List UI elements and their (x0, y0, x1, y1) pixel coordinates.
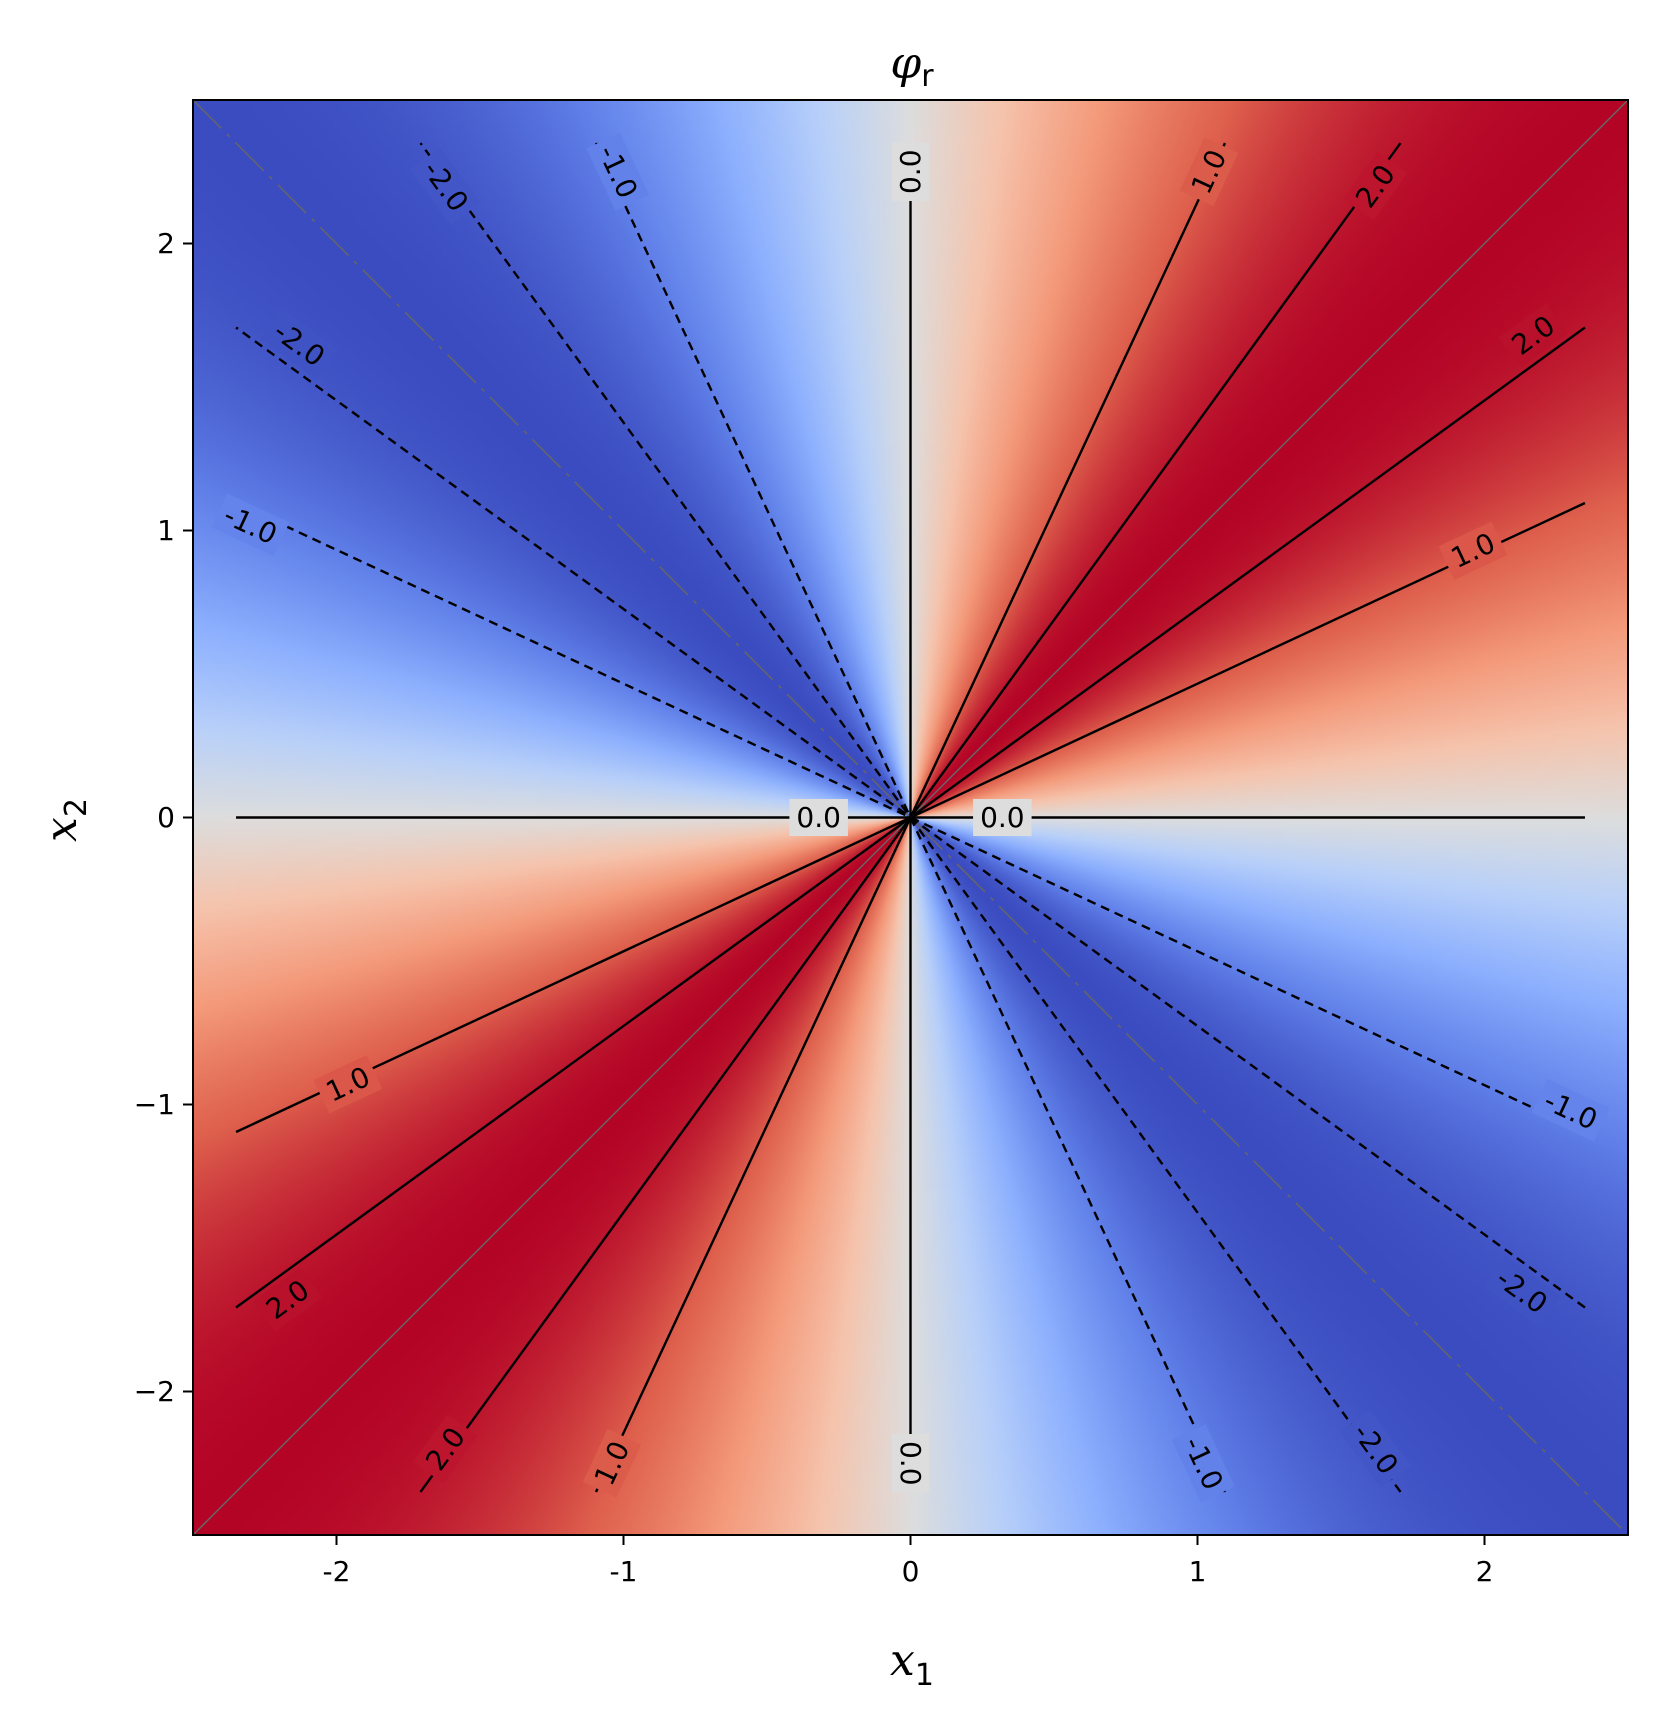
y-axis: −2 −1 0 1 2 (134, 227, 193, 1408)
y-tick-label: −2 (134, 1375, 175, 1408)
contour-label: 2.0 (413, 1414, 478, 1484)
y-tick-label: 2 (157, 227, 175, 260)
svg-text:0.0: 0.0 (894, 1441, 927, 1486)
contour-label: 0.0 (892, 142, 929, 202)
x-tick-label: 2 (1476, 1555, 1494, 1588)
y-axis-label: x2 (36, 798, 94, 842)
x-tick-label: 1 (1189, 1555, 1207, 1588)
diagonal-line (193, 100, 1628, 1535)
y-tick-label: 1 (157, 514, 175, 547)
svg-text:0.0: 0.0 (980, 801, 1025, 834)
contour-label: 0.0 (892, 1433, 929, 1493)
x-axis: -2 -1 0 1 2 (323, 1535, 1494, 1588)
x-tick-label: -2 (323, 1555, 351, 1588)
contour-line (235, 501, 1586, 1134)
contour-line (594, 142, 1227, 1493)
svg-text:0.0: 0.0 (796, 801, 841, 834)
y-tick-label: 0 (157, 801, 175, 834)
svg-text:0.0: 0.0 (894, 149, 927, 194)
y-tick-label: −1 (134, 1088, 175, 1121)
contour-line (235, 326, 1586, 1309)
contour-lines (235, 142, 1586, 1493)
contour-label: 0.0 (973, 799, 1032, 836)
contour-labels: 0.00.00.0 0.01.01.01.01.02.02.02.02.0-1.0… (211, 132, 1610, 1503)
contour-label: 0.0 (789, 799, 848, 836)
chart-title: φr (890, 38, 934, 94)
x-tick-label: -1 (610, 1555, 638, 1588)
x-axis-label: x1 (890, 1635, 934, 1693)
x-tick-label: 0 (902, 1555, 920, 1588)
